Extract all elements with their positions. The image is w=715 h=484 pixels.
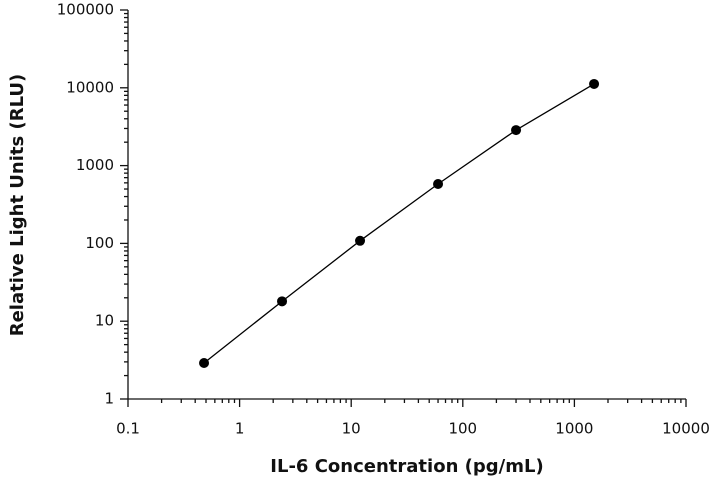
- y-tick-label: 1: [104, 390, 114, 408]
- series-line: [203, 83, 595, 364]
- y-tick-label: 100000: [57, 1, 114, 19]
- x-tick-label: 1: [235, 420, 245, 438]
- y-tick-label: 10000: [66, 78, 114, 96]
- data-point: [355, 235, 366, 246]
- x-tick-label: 10000: [662, 420, 710, 438]
- y-tick-label: 10: [95, 312, 114, 330]
- x-tick-label: 10: [342, 420, 361, 438]
- x-axis-title: IL-6 Concentration (pg/mL): [270, 456, 543, 477]
- data-point: [199, 358, 210, 369]
- data-point: [589, 78, 600, 89]
- x-tick-label: 1000: [555, 420, 593, 438]
- data-point: [277, 296, 288, 307]
- y-tick-label: 1000: [76, 156, 114, 174]
- x-tick-label: 0.1: [116, 420, 140, 438]
- x-tick-label: 100: [448, 420, 477, 438]
- data-point: [511, 125, 522, 136]
- y-axis-title: Relative Light Units (RLU): [7, 74, 28, 337]
- data-point: [433, 179, 444, 190]
- y-tick-label: 100: [85, 234, 114, 252]
